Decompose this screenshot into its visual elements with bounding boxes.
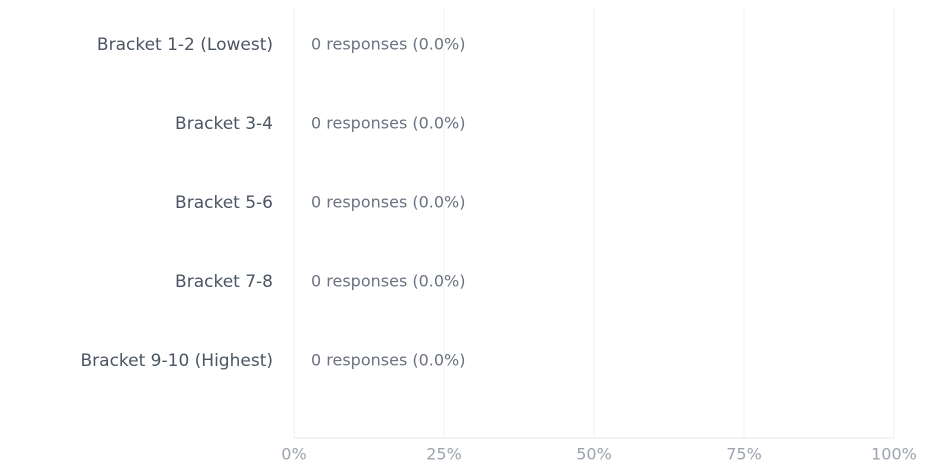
x-tick-label: 100% [871,445,917,464]
x-tick-label: 50% [576,445,612,464]
value-label: 0 responses (0.0%) [311,272,466,291]
value-label: 0 responses (0.0%) [311,193,466,212]
x-tick-label: 0% [281,445,306,464]
value-label: 0 responses (0.0%) [311,35,466,54]
category-label: Bracket 3-4 [175,114,273,134]
category-label: Bracket 1-2 (Lowest) [97,35,273,55]
x-tick-label: 25% [426,445,462,464]
category-label: Bracket 5-6 [175,193,273,213]
x-tick-label: 75% [726,445,762,464]
value-label: 0 responses (0.0%) [311,351,466,370]
category-label: Bracket 9-10 (Highest) [81,351,274,371]
value-label: 0 responses (0.0%) [311,114,466,133]
category-label: Bracket 7-8 [175,272,273,292]
